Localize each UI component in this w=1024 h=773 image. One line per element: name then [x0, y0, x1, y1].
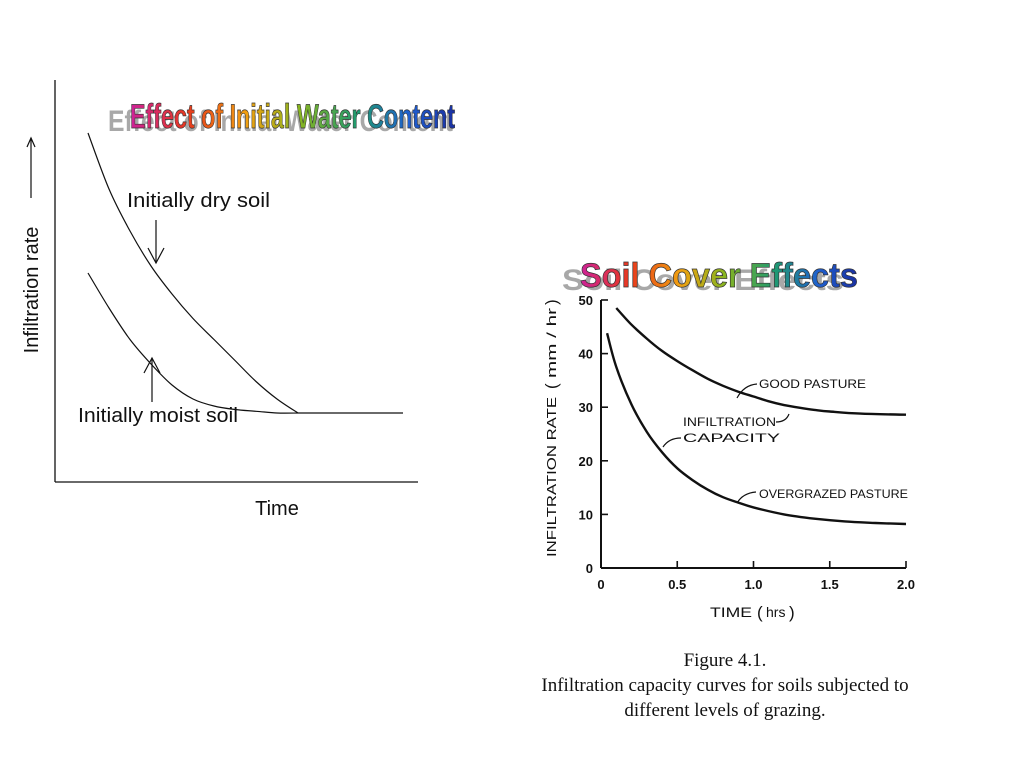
- right-y-ticks: 0 10 20 30 40 50: [579, 293, 608, 576]
- leader-good-pasture: [736, 383, 758, 399]
- right-annotation-infiltration: INFILTRATION: [683, 415, 776, 429]
- arrow-up-icon: [143, 356, 161, 402]
- figure-caption: Figure 4.1. Infiltration capacity curves…: [470, 648, 980, 723]
- right-annotation-overgrazed: OVERGRAZED PASTURE: [759, 487, 908, 501]
- right-x-title: TIME ( hrs ): [710, 603, 795, 622]
- right-x-paren-close: ): [789, 603, 795, 622]
- arrow-up-icon: [26, 136, 36, 198]
- left-y-label: Infiltration rate: [21, 227, 43, 354]
- right-chart: 0 10 20 30 40 50 0 0.5 1.0 1.5 2.0 GOOD PASTURE I…: [542, 293, 915, 622]
- left-annotation-moist: Initially moist soil: [78, 405, 238, 427]
- caption-line-2: Infiltration capacity curves for soils s…: [541, 675, 909, 696]
- right-x-label: TIME: [710, 604, 752, 620]
- right-title-text: Soil Cover Effects: [580, 257, 858, 295]
- left-annotation-dry: Initially dry soil: [127, 190, 270, 212]
- left-series-dry: [87, 132, 299, 414]
- left-x-label: Time: [255, 498, 299, 520]
- right-x-ticks: 0 0.5 1.0 1.5 2.0: [597, 561, 915, 592]
- x-tick-label: 1.5: [821, 577, 839, 592]
- right-y-paren-close: ): [542, 299, 561, 305]
- right-y-label: INFILTRATION RATE: [544, 397, 559, 557]
- right-x-paren-open: (: [757, 603, 763, 622]
- right-y-title: INFILTRATION RATE ( mm / hr ): [542, 299, 561, 557]
- right-title: Soil Cover Effects Soil Cover Effects: [562, 257, 858, 297]
- right-annotation-good: GOOD PASTURE: [759, 377, 866, 391]
- y-tick-label: 0: [586, 561, 593, 576]
- right-y-unit: mm / hr: [544, 307, 559, 378]
- right-annotation-capacity: CAPACITY: [683, 431, 780, 445]
- right-title-shadow: Soil Cover Effects: [562, 264, 844, 297]
- x-tick-label: 0: [597, 577, 604, 592]
- caption-line-3: different levels of grazing.: [624, 700, 826, 721]
- left-chart: Initially dry soil Initially moist soil …: [21, 80, 418, 520]
- left-title: Effect of Initial Water Content Effect o…: [108, 98, 455, 138]
- right-x-unit: hrs: [766, 604, 785, 620]
- left-title-text: Effect of Initial Water Content: [130, 98, 455, 136]
- x-tick-label: 0.5: [668, 577, 686, 592]
- leader-infiltration: [775, 413, 790, 423]
- left-title-shadow: Effect of Initial Water Content: [108, 105, 453, 138]
- x-tick-label: 2.0: [897, 577, 915, 592]
- leader-overgrazed: [736, 491, 757, 504]
- y-tick-label: 10: [579, 507, 593, 522]
- y-tick-label: 50: [579, 293, 593, 308]
- y-tick-label: 20: [579, 454, 593, 469]
- right-series-good-pasture: [615, 307, 907, 416]
- right-series-overgrazed-pasture: [605, 332, 907, 526]
- y-tick-label: 30: [579, 400, 593, 415]
- left-series-moist: [87, 272, 299, 414]
- right-y-paren-open: (: [542, 383, 561, 389]
- x-tick-label: 1.0: [744, 577, 762, 592]
- caption-line-1: Figure 4.1.: [683, 650, 767, 671]
- leader-capacity: [662, 437, 682, 448]
- arrow-down-icon: [147, 220, 165, 265]
- y-tick-label: 40: [579, 347, 593, 362]
